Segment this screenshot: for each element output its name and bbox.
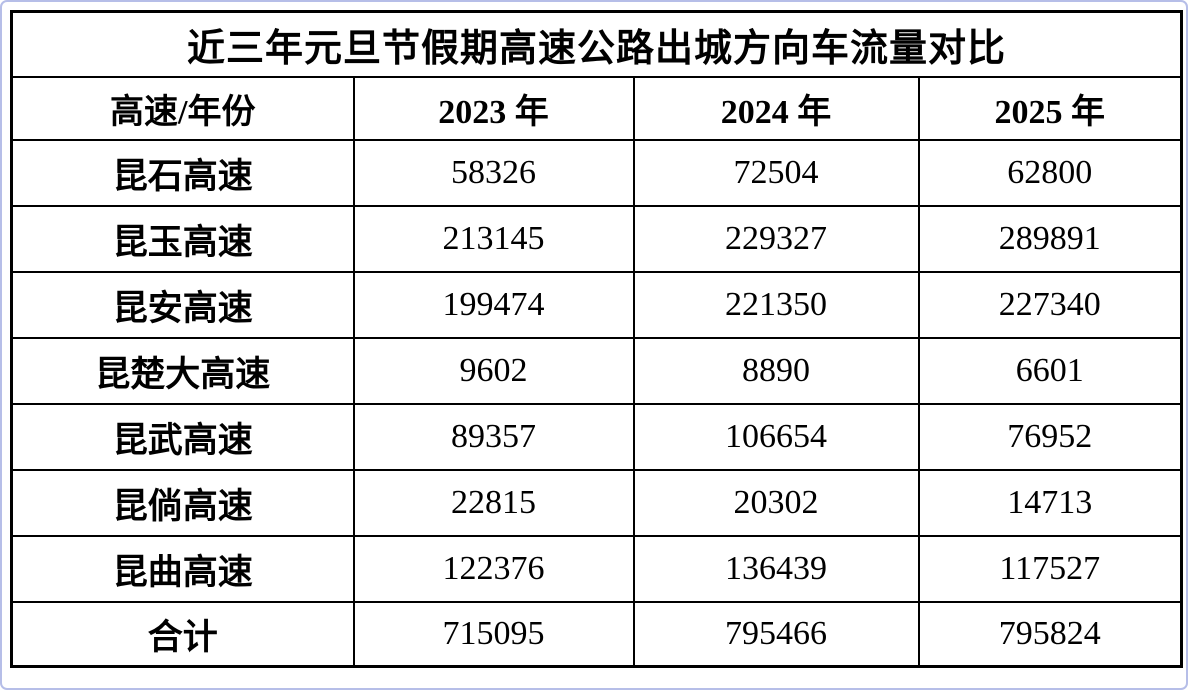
cell-value: 289891 <box>917 205 1183 273</box>
row-label: 昆楚大高速 <box>10 337 355 405</box>
table-row: 昆安高速 199474 221350 227340 <box>10 271 1183 339</box>
row-label: 昆石高速 <box>10 139 355 207</box>
cell-value: 8890 <box>632 337 920 405</box>
cell-value: 227340 <box>917 271 1183 339</box>
row-label: 昆玉高速 <box>10 205 355 273</box>
cell-value: 9602 <box>352 337 635 405</box>
row-label: 昆曲高速 <box>10 535 355 603</box>
cell-value: 213145 <box>352 205 635 273</box>
total-row-label: 合计 <box>10 601 355 668</box>
cell-value: 106654 <box>632 403 920 471</box>
table-row: 昆玉高速 213145 229327 289891 <box>10 205 1183 273</box>
table-title-row: 近三年元旦节假期高速公路出城方向车流量对比 <box>10 10 1183 78</box>
cell-value: 199474 <box>352 271 635 339</box>
table-row: 昆倘高速 22815 20302 14713 <box>10 469 1183 537</box>
total-cell-value: 715095 <box>352 601 635 668</box>
column-header-2024: 2024 年 <box>632 76 920 141</box>
cell-value: 221350 <box>632 271 920 339</box>
cell-value: 72504 <box>632 139 920 207</box>
cell-value: 22815 <box>352 469 635 537</box>
column-header-2025: 2025 年 <box>917 76 1183 141</box>
traffic-comparison-table: 近三年元旦节假期高速公路出城方向车流量对比 高速/年份 2023 年 2024 … <box>10 10 1184 668</box>
cell-value: 6601 <box>917 337 1183 405</box>
cell-value: 58326 <box>352 139 635 207</box>
table-row: 昆武高速 89357 106654 76952 <box>10 403 1183 471</box>
table-row: 昆曲高速 122376 136439 117527 <box>10 535 1183 603</box>
column-header-highway-year: 高速/年份 <box>10 76 355 141</box>
row-label: 昆武高速 <box>10 403 355 471</box>
cell-value: 229327 <box>632 205 920 273</box>
row-label: 昆安高速 <box>10 271 355 339</box>
cell-value: 122376 <box>352 535 635 603</box>
cell-value: 136439 <box>632 535 920 603</box>
cell-value: 62800 <box>917 139 1183 207</box>
cell-value: 89357 <box>352 403 635 471</box>
column-header-2023: 2023 年 <box>352 76 635 141</box>
table-header-row: 高速/年份 2023 年 2024 年 2025 年 <box>10 76 1183 141</box>
table-title: 近三年元旦节假期高速公路出城方向车流量对比 <box>10 10 1183 78</box>
row-label: 昆倘高速 <box>10 469 355 537</box>
cell-value: 14713 <box>917 469 1183 537</box>
table-row: 昆石高速 58326 72504 62800 <box>10 139 1183 207</box>
cell-value: 117527 <box>917 535 1183 603</box>
total-cell-value: 795824 <box>917 601 1183 668</box>
table-total-row: 合计 715095 795466 795824 <box>10 601 1183 668</box>
cell-value: 20302 <box>632 469 920 537</box>
total-cell-value: 795466 <box>632 601 920 668</box>
cell-value: 76952 <box>917 403 1183 471</box>
table-row: 昆楚大高速 9602 8890 6601 <box>10 337 1183 405</box>
